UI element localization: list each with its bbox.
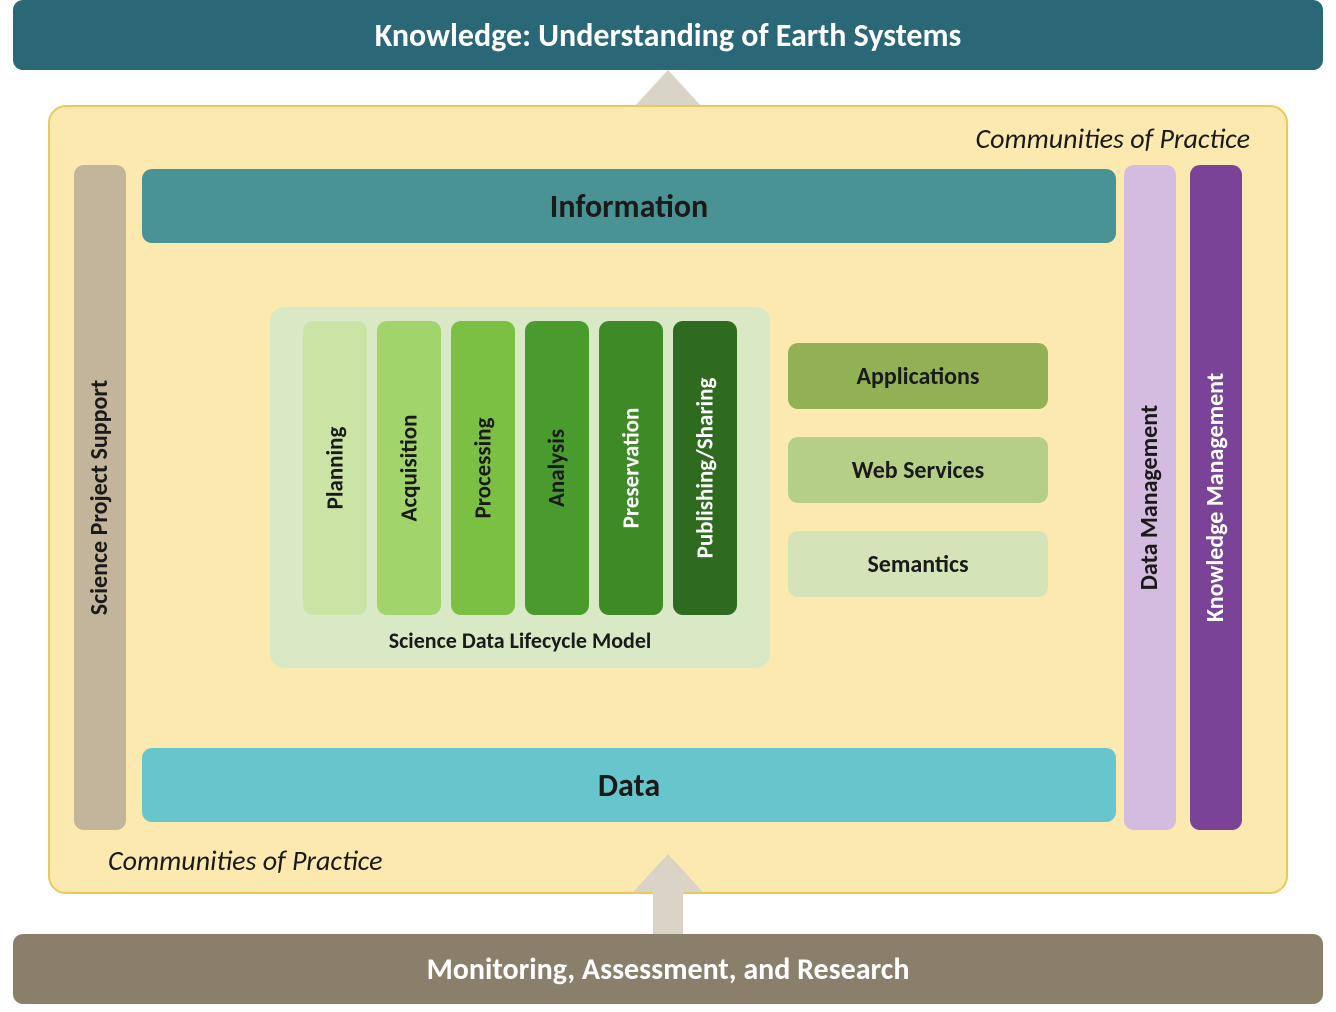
knowledge-banner-label: Knowledge: Understanding of Earth System…: [375, 16, 962, 55]
science-project-support-column: Science Project Support: [74, 165, 126, 830]
lifecycle-stage-label: Planning: [321, 427, 349, 510]
monitoring-banner-label: Monitoring, Assessment, and Research: [427, 951, 910, 988]
lifecycle-caption: Science Data Lifecycle Model: [270, 615, 770, 668]
right-box: Semantics: [788, 531, 1048, 597]
monitoring-banner: Monitoring, Assessment, and Research: [13, 934, 1323, 1004]
knowledge-management-label: Knowledge Management: [1202, 373, 1231, 622]
right-box: Web Services: [788, 437, 1048, 503]
right-box: Applications: [788, 343, 1048, 409]
data-band: Data: [142, 748, 1116, 822]
lifecycle-stage: Analysis: [525, 321, 589, 615]
lifecycle-stage-label: Analysis: [543, 429, 571, 507]
lifecycle-stage: Planning: [303, 321, 367, 615]
information-band: Information: [142, 169, 1116, 243]
lifecycle-stage-label: Publishing/Sharing: [691, 378, 719, 559]
lifecycle-stage: Processing: [451, 321, 515, 615]
right-box-label: Semantics: [867, 550, 968, 579]
lifecycle-stage-label: Preservation: [617, 408, 645, 529]
data-label: Data: [598, 766, 660, 805]
lifecycle-box: Planning Acquisition Processing Analysis Pre…: [270, 307, 770, 668]
science-project-support-label: Science Project Support: [86, 380, 115, 615]
lifecycle-stage-label: Processing: [469, 418, 497, 519]
knowledge-management-column: Knowledge Management: [1190, 165, 1242, 830]
information-label: Information: [550, 187, 708, 226]
lifecycle-stage: Acquisition: [377, 321, 441, 615]
data-management-label: Data Management: [1136, 405, 1165, 590]
lifecycle-stage-label: Acquisition: [395, 415, 423, 522]
right-box-label: Applications: [856, 362, 979, 391]
lifecycle-stage: Preservation: [599, 321, 663, 615]
lifecycle-stages-row: Planning Acquisition Processing Analysis Pre…: [270, 321, 770, 615]
knowledge-banner: Knowledge: Understanding of Earth System…: [13, 0, 1323, 70]
communities-of-practice-box: Communities of Practice Communities of P…: [48, 105, 1288, 894]
right-box-label: Web Services: [852, 456, 984, 485]
lifecycle-stage: Publishing/Sharing: [673, 321, 737, 615]
cop-label-bottom: Communities of Practice: [108, 843, 383, 878]
cop-label-top: Communities of Practice: [975, 121, 1250, 156]
data-management-column: Data Management: [1124, 165, 1176, 830]
